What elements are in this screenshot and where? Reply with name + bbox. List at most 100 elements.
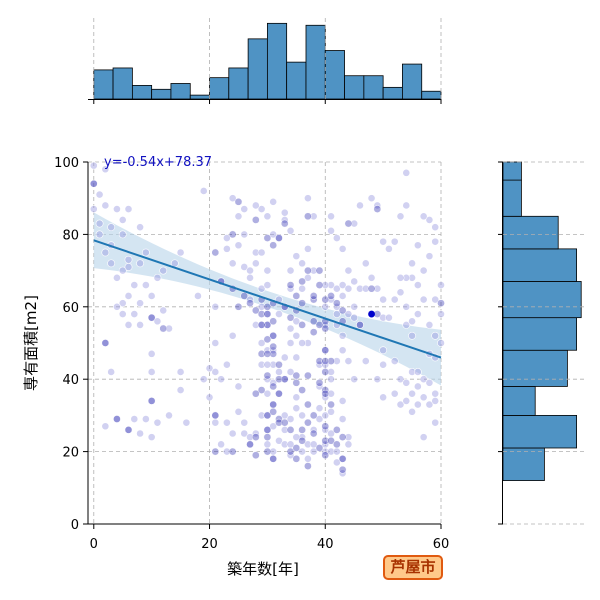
data-point — [327, 447, 335, 456]
data-point — [257, 360, 266, 369]
data-point — [263, 281, 272, 289]
right-hist-bar — [502, 414, 577, 449]
axes: 0 20 40 60 0 20 40 60 80 100 — [54, 156, 449, 552]
data-point — [408, 259, 416, 268]
right-hist-bar — [502, 248, 577, 282]
data-point — [350, 302, 359, 311]
data-point — [246, 266, 254, 275]
data-point — [101, 248, 110, 257]
top-hist-bar — [324, 50, 345, 100]
data-point — [147, 349, 156, 358]
data-point — [275, 310, 283, 318]
data-point — [396, 212, 405, 221]
data-point — [147, 433, 156, 442]
data-point — [205, 393, 214, 402]
data-point — [437, 339, 445, 347]
data-point-dense — [327, 436, 335, 445]
data-point-dense — [321, 357, 330, 365]
data-point — [408, 368, 416, 376]
top-hist-bar — [286, 61, 307, 100]
data-point-dense — [263, 321, 272, 329]
data-point — [321, 411, 330, 420]
data-point — [211, 302, 220, 311]
data-point — [222, 360, 231, 369]
data-point — [338, 397, 347, 405]
top-hist-bar — [189, 94, 210, 100]
data-point — [269, 422, 278, 431]
data-point-dense — [298, 299, 306, 308]
data-point — [419, 433, 428, 442]
data-point-dense — [275, 234, 283, 242]
data-point-dense — [338, 433, 347, 441]
data-point-dense — [251, 433, 260, 441]
y-tick-label: 0 — [71, 518, 79, 533]
data-point — [263, 212, 272, 221]
right-hist-bar — [502, 281, 582, 319]
data-point — [286, 415, 295, 423]
data-point — [304, 339, 312, 347]
data-point — [286, 339, 295, 347]
data-point — [408, 273, 416, 282]
data-point-dense — [298, 277, 306, 286]
data-point — [257, 411, 266, 420]
data-point — [338, 415, 347, 423]
data-point — [361, 357, 370, 365]
data-point — [234, 212, 243, 221]
data-point — [413, 241, 422, 250]
data-point — [113, 302, 121, 311]
data-point — [419, 266, 428, 275]
data-point — [408, 331, 416, 340]
data-point-dense — [286, 426, 295, 434]
data-point — [292, 353, 301, 362]
data-point-dense — [101, 339, 110, 347]
top-histogram — [88, 18, 442, 104]
data-point — [344, 284, 353, 293]
data-point-dense — [257, 310, 266, 318]
data-point-dense — [269, 400, 278, 409]
data-point-dense — [298, 386, 306, 394]
data-point — [298, 339, 307, 347]
regression-line-group — [93, 239, 442, 359]
y-axis-title: 専有面積[m2] — [22, 295, 40, 391]
data-point — [327, 407, 335, 416]
data-point — [332, 284, 341, 293]
data-point — [413, 382, 422, 391]
top-hist-bar — [363, 75, 384, 100]
data-point — [176, 248, 185, 257]
data-point — [263, 440, 272, 449]
data-point — [165, 324, 173, 333]
data-point — [89, 161, 98, 170]
data-point — [118, 266, 127, 275]
data-point — [304, 440, 312, 449]
data-point — [338, 244, 347, 253]
data-point — [124, 205, 133, 213]
data-point — [95, 219, 104, 228]
data-point — [379, 360, 388, 369]
right-hist-bar — [502, 349, 568, 387]
y-tick-label: 60 — [62, 301, 79, 316]
data-point-dense — [228, 230, 237, 239]
data-point — [408, 407, 416, 416]
data-point — [356, 284, 364, 293]
data-point-dense — [269, 342, 278, 351]
data-point — [286, 266, 295, 275]
data-point — [147, 368, 156, 376]
data-point — [321, 302, 330, 311]
data-point-dense — [309, 328, 318, 336]
data-point — [361, 284, 370, 293]
data-point-dense — [257, 321, 266, 329]
data-point — [338, 331, 347, 340]
data-point — [211, 368, 220, 376]
data-point-dense — [321, 389, 330, 398]
data-point — [332, 357, 341, 365]
data-point-dense — [263, 433, 272, 441]
x-tick-label: 0 — [90, 537, 98, 552]
data-point-dense — [286, 447, 295, 456]
top-hist-bar — [93, 69, 114, 100]
data-point — [396, 400, 405, 409]
top-hist-bar — [228, 67, 249, 100]
data-point — [240, 205, 249, 213]
data-point — [350, 277, 359, 286]
data-point — [275, 436, 283, 445]
data-point — [211, 339, 220, 347]
